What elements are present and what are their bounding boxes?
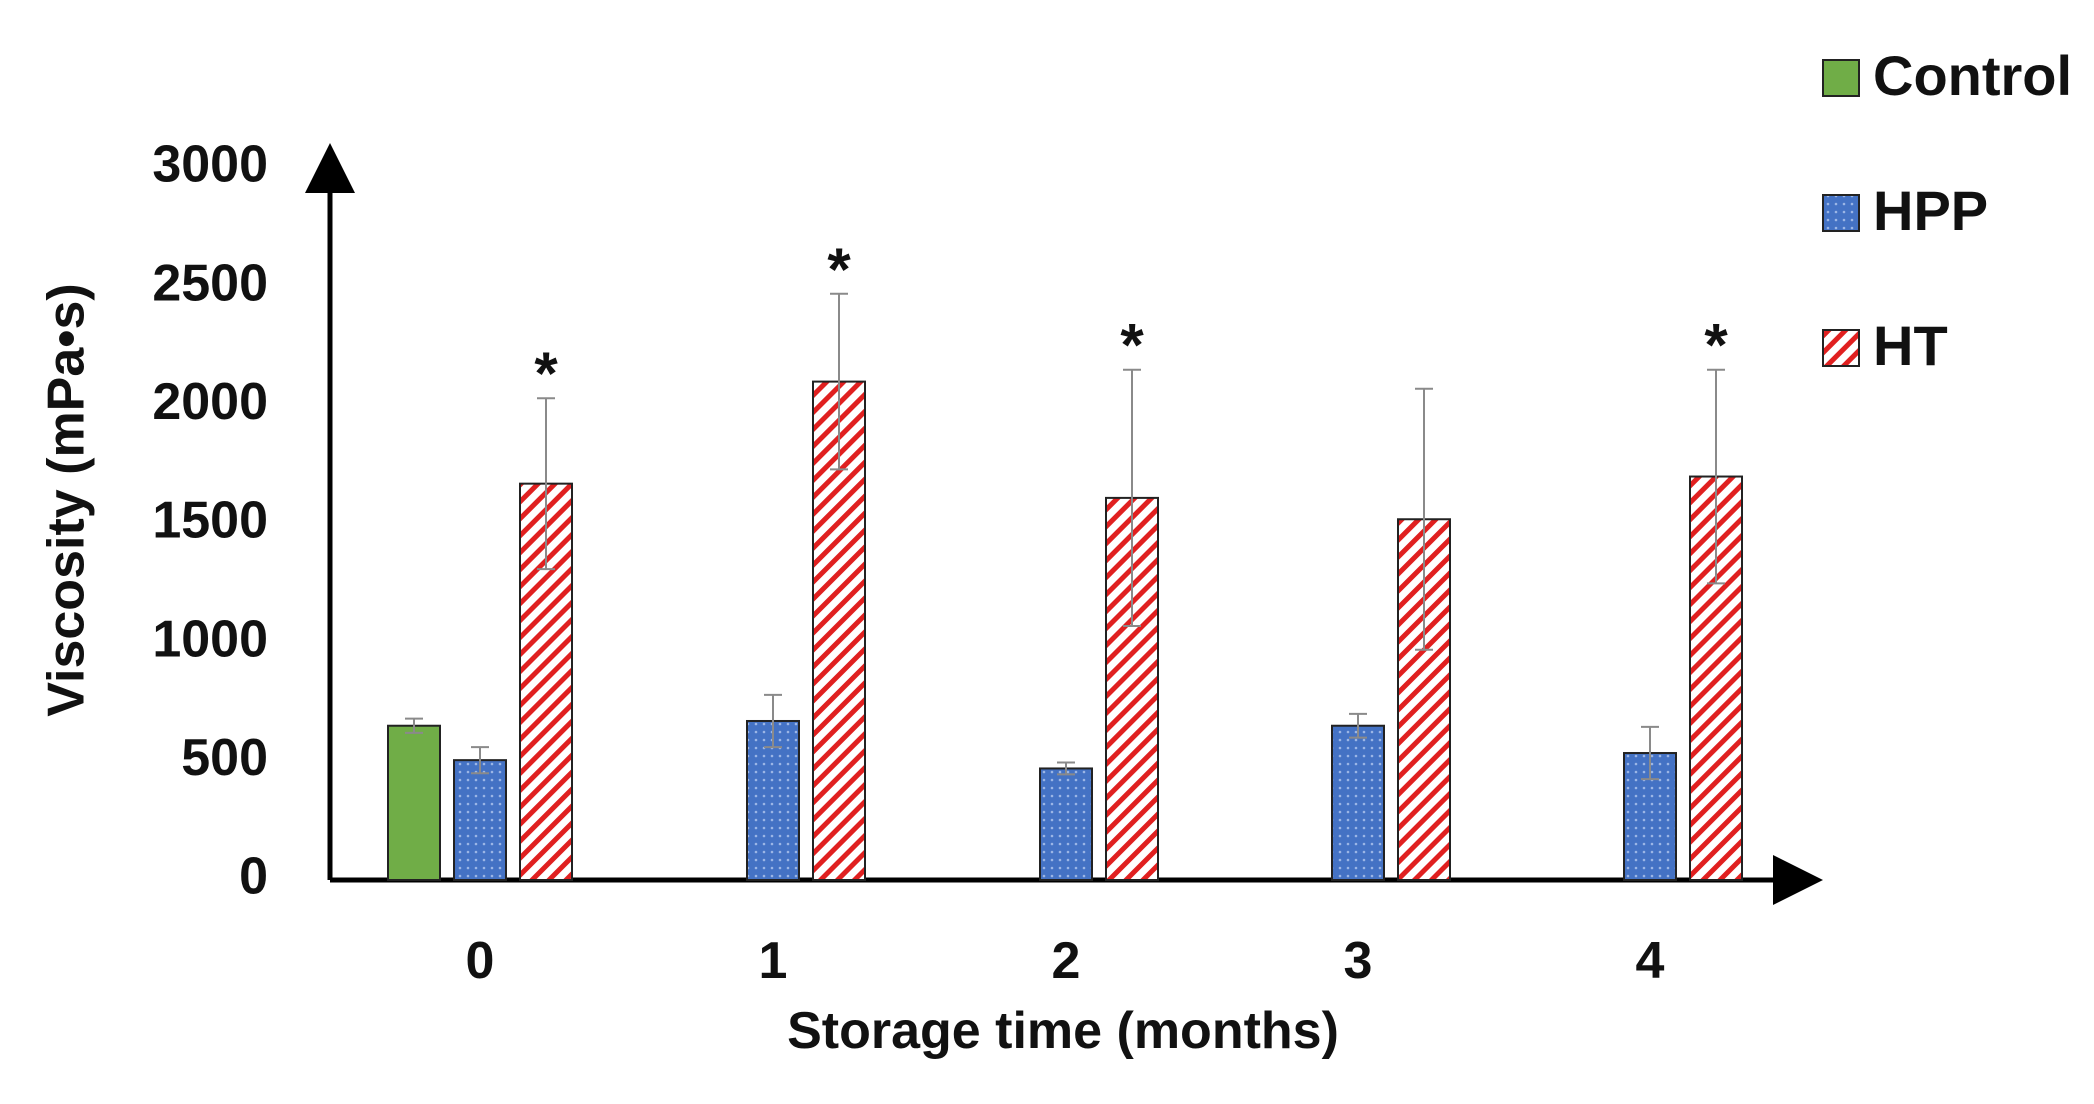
legend-label: Control (1873, 44, 2072, 107)
error-bar-ht-4 (1707, 368, 1725, 585)
error-bar-ht-1 (830, 292, 848, 471)
x-tick-label: 1 (759, 932, 788, 990)
bar-hpp-2 (1039, 767, 1093, 881)
y-tick-label: 1500 (152, 492, 268, 550)
legend-swatch (1822, 59, 1860, 97)
x-tick-label: 0 (466, 932, 495, 990)
error-bar-ht-3 (1415, 387, 1433, 651)
y-axis-label: Viscosity (mPa•s) (38, 283, 96, 716)
y-tick-label: 2500 (152, 254, 268, 312)
x-tick-label: 2 (1052, 932, 1081, 990)
legend-item-hpp: HPP (1822, 179, 1988, 242)
bars (387, 380, 1743, 882)
x-tick-label: 3 (1344, 932, 1373, 990)
bar-hpp-0 (453, 759, 507, 881)
x-tick-label: 4 (1636, 932, 1665, 990)
error-bar-control-0 (405, 717, 423, 734)
legend-item-control: Control (1822, 44, 2072, 107)
error-bar-ht-0 (537, 397, 555, 571)
error-bar-hpp-2 (1057, 761, 1075, 776)
x-axis-label: Storage time (months) (787, 1002, 1339, 1060)
legend-label: HT (1873, 314, 1948, 377)
y-tick-label: 3000 (152, 136, 268, 194)
significance-star: * (1120, 312, 1144, 379)
error-bar-hpp-3 (1349, 712, 1367, 739)
legend-swatch (1822, 194, 1860, 232)
y-tick-label: 0 (239, 848, 268, 906)
legend: Control HPP HT (1822, 44, 2072, 377)
bar-hpp-3 (1331, 724, 1385, 881)
significance-star: * (827, 236, 851, 303)
legend-swatch (1822, 329, 1860, 367)
error-bar-ht-2 (1123, 368, 1141, 628)
significance-star: * (534, 340, 558, 407)
legend-label: HPP (1873, 179, 1988, 242)
y-tick-label: 2000 (152, 373, 268, 431)
error-bar-hpp-4 (1641, 725, 1659, 781)
error-bars (405, 292, 1725, 781)
significance-star: * (1704, 312, 1728, 379)
y-tick-label: 500 (181, 729, 268, 787)
y-tick-labels: 0 500 1000 1500 2000 2500 3000 (152, 136, 268, 906)
significance-markers: * * * * (534, 236, 1728, 407)
x-tick-labels: 0 1 2 3 4 (466, 932, 1665, 990)
error-bar-hpp-0 (471, 746, 489, 775)
legend-item-ht: HT (1822, 314, 1948, 377)
y-tick-label: 1000 (152, 610, 268, 668)
bar-control-0 (387, 724, 441, 881)
error-bar-hpp-1 (764, 693, 782, 749)
